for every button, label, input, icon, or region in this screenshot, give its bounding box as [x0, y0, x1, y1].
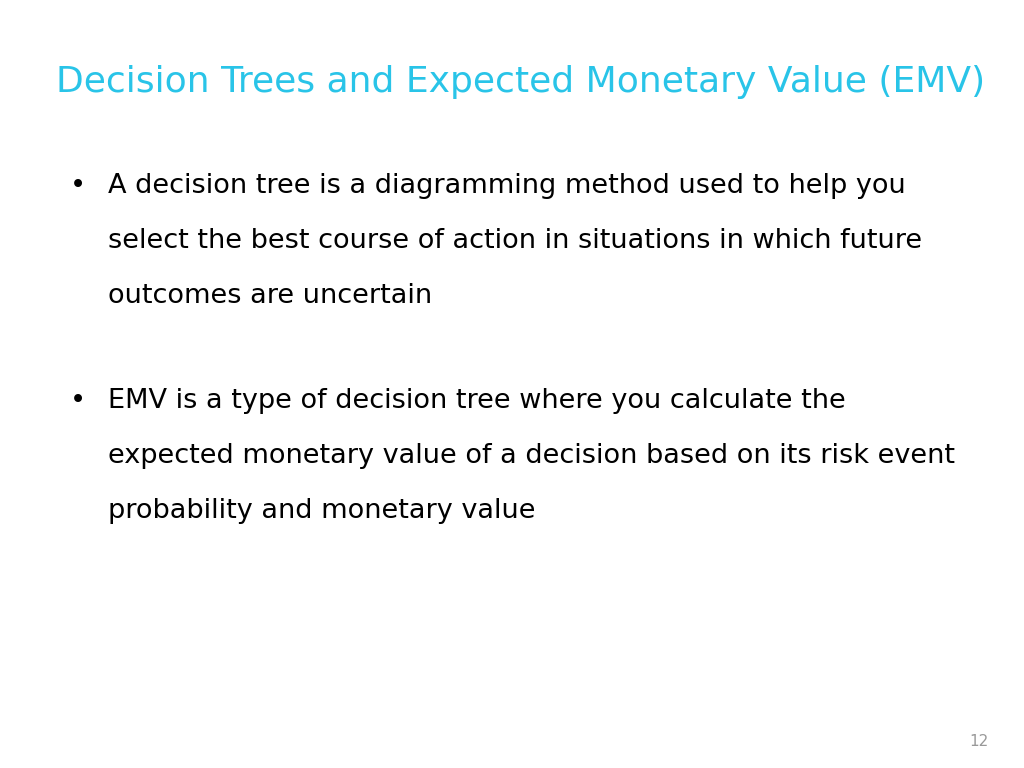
Text: •: •	[70, 173, 86, 199]
Text: select the best course of action in situations in which future: select the best course of action in situ…	[108, 228, 922, 254]
Text: probability and monetary value: probability and monetary value	[108, 498, 535, 525]
Text: 12: 12	[969, 733, 988, 749]
Text: expected monetary value of a decision based on its risk event: expected monetary value of a decision ba…	[108, 443, 954, 469]
Text: outcomes are uncertain: outcomes are uncertain	[108, 283, 432, 310]
Text: EMV is a type of decision tree where you calculate the: EMV is a type of decision tree where you…	[108, 388, 845, 414]
Text: A decision tree is a diagramming method used to help you: A decision tree is a diagramming method …	[108, 173, 905, 199]
Text: •: •	[70, 388, 86, 414]
Text: Decision Trees and Expected Monetary Value (EMV): Decision Trees and Expected Monetary Val…	[56, 65, 985, 99]
